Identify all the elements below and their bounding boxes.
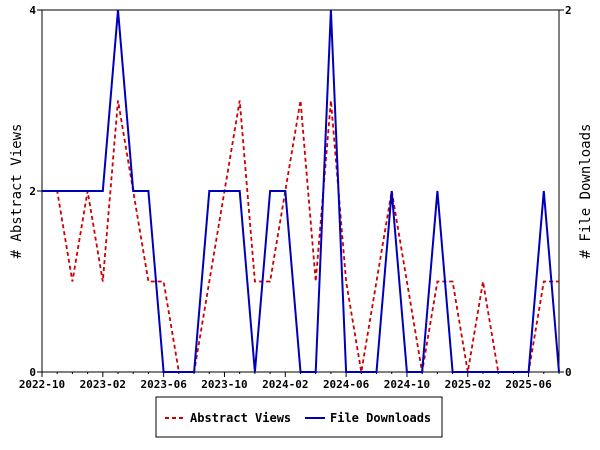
right-y-tick-label: 0 <box>565 366 572 379</box>
x-tick-label: 2024-06 <box>323 378 370 391</box>
x-tick-label: 2022-10 <box>19 378 65 391</box>
legend-box <box>155 396 443 438</box>
x-tick-label: 2023-02 <box>80 378 126 391</box>
x-tick-label: 2023-10 <box>201 378 247 391</box>
right-axis-title: # File Downloads <box>578 124 594 259</box>
x-tick-label: 2024-02 <box>262 378 308 391</box>
left-axis-title: # Abstract Views <box>9 124 25 259</box>
x-tick-label: 2025-02 <box>445 378 491 391</box>
right-y-axis: 02 <box>559 4 572 379</box>
left-y-tick-label: 0 <box>29 366 36 379</box>
left-y-tick-label: 4 <box>29 4 36 17</box>
legend: Abstract Views File Downloads <box>155 396 443 438</box>
abstract-views-line <box>42 100 559 373</box>
legend-views-label: Abstract Views <box>190 411 291 425</box>
x-axis: 2022-10 2023-02 2023-06 2023-10 2024-02 2024-… <box>19 372 560 391</box>
x-tick-label: 2025-06 <box>505 378 552 391</box>
left-y-axis: 0 2 4 <box>29 4 42 379</box>
series-layer <box>41 9 560 373</box>
x-tick-label: 2024-10 <box>384 378 430 391</box>
right-y-tick-label: 2 <box>565 4 572 17</box>
x-tick-label: 2023-06 <box>140 378 187 391</box>
legend-downloads-label: File Downloads <box>330 411 431 425</box>
left-y-tick-label: 2 <box>29 185 36 198</box>
